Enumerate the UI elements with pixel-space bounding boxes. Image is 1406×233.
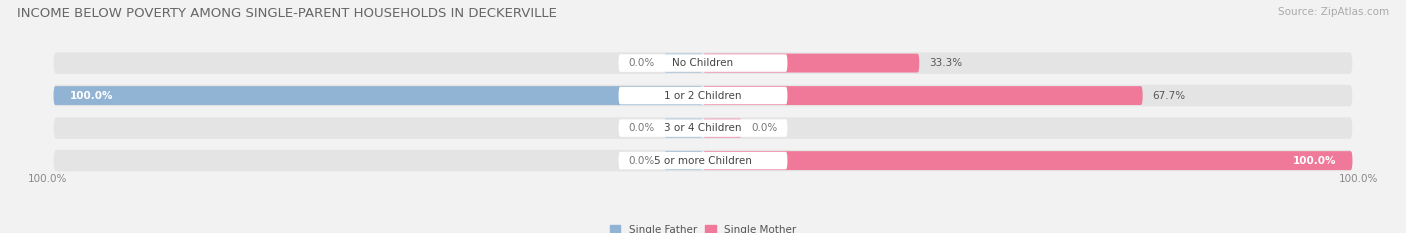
FancyBboxPatch shape bbox=[664, 151, 703, 170]
Text: INCOME BELOW POVERTY AMONG SINGLE-PARENT HOUSEHOLDS IN DECKERVILLE: INCOME BELOW POVERTY AMONG SINGLE-PARENT… bbox=[17, 7, 557, 20]
FancyBboxPatch shape bbox=[664, 119, 703, 137]
Legend: Single Father, Single Mother: Single Father, Single Mother bbox=[610, 225, 796, 233]
Text: 67.7%: 67.7% bbox=[1153, 91, 1185, 101]
FancyBboxPatch shape bbox=[53, 150, 1353, 171]
FancyBboxPatch shape bbox=[619, 87, 787, 104]
Text: 0.0%: 0.0% bbox=[628, 58, 654, 68]
FancyBboxPatch shape bbox=[703, 119, 742, 137]
Text: 5 or more Children: 5 or more Children bbox=[654, 156, 752, 166]
Text: 3 or 4 Children: 3 or 4 Children bbox=[664, 123, 742, 133]
Text: 100.0%: 100.0% bbox=[1292, 156, 1336, 166]
FancyBboxPatch shape bbox=[703, 86, 1143, 105]
FancyBboxPatch shape bbox=[53, 52, 1353, 74]
FancyBboxPatch shape bbox=[619, 152, 787, 169]
Text: Source: ZipAtlas.com: Source: ZipAtlas.com bbox=[1278, 7, 1389, 17]
Text: 0.0%: 0.0% bbox=[628, 156, 654, 166]
FancyBboxPatch shape bbox=[619, 54, 787, 72]
FancyBboxPatch shape bbox=[53, 85, 1353, 106]
Text: 100.0%: 100.0% bbox=[28, 175, 67, 185]
FancyBboxPatch shape bbox=[619, 119, 787, 137]
FancyBboxPatch shape bbox=[703, 151, 1353, 170]
Text: No Children: No Children bbox=[672, 58, 734, 68]
FancyBboxPatch shape bbox=[53, 86, 703, 105]
FancyBboxPatch shape bbox=[703, 54, 920, 72]
Text: 33.3%: 33.3% bbox=[929, 58, 962, 68]
Text: 100.0%: 100.0% bbox=[70, 91, 114, 101]
Text: 1 or 2 Children: 1 or 2 Children bbox=[664, 91, 742, 101]
FancyBboxPatch shape bbox=[664, 54, 703, 72]
Text: 0.0%: 0.0% bbox=[752, 123, 778, 133]
Text: 100.0%: 100.0% bbox=[1339, 175, 1378, 185]
Text: 0.0%: 0.0% bbox=[628, 123, 654, 133]
FancyBboxPatch shape bbox=[53, 117, 1353, 139]
